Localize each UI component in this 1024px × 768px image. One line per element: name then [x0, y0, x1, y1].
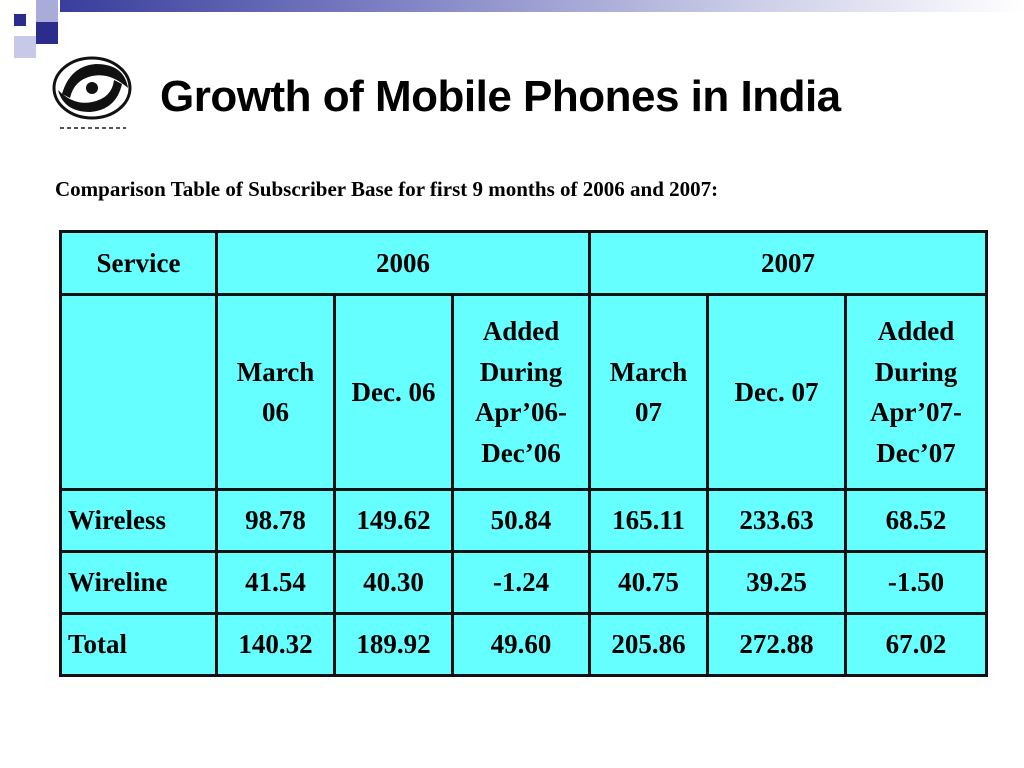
table-cell: 68.52 — [844, 488, 988, 553]
table-row: Wireline 41.54 40.30 -1.24 40.75 39.25 -… — [59, 550, 988, 615]
table-cell: 67.02 — [844, 612, 988, 677]
slide-title: Growth of Mobile Phones in India — [160, 72, 841, 121]
table-cell: 49.60 — [451, 612, 591, 677]
table-cell: 149.62 — [333, 488, 454, 553]
table-cell: 50.84 — [451, 488, 591, 553]
doordarshan-logo-icon — [40, 50, 150, 140]
table-row: Wireless 98.78 149.62 50.84 165.11 233.6… — [59, 488, 988, 553]
table-row: Total 140.32 189.92 49.60 205.86 272.88 … — [59, 612, 988, 677]
decor-square-3 — [14, 36, 36, 58]
subheader-cell: Dec. 07 — [706, 293, 847, 491]
table-cell: 165.11 — [588, 488, 709, 553]
subscriber-comparison-table: Service 2006 2007 March 06 Dec. 06 Added… — [59, 230, 988, 677]
table-cell: 39.25 — [706, 550, 847, 615]
row-label: Wireline — [59, 550, 218, 615]
header-service: Service — [59, 230, 218, 296]
slide-subtitle: Comparison Table of Subscriber Base for … — [55, 177, 719, 201]
table-cell: 189.92 — [333, 612, 454, 677]
table-header-row: Service 2006 2007 — [59, 230, 988, 296]
table-cell: 205.86 — [588, 612, 709, 677]
table-cell: 98.78 — [215, 488, 336, 553]
header-year-2007: 2007 — [588, 230, 988, 296]
table-subheader-row: March 06 Dec. 06 Added During Apr’06-Dec… — [59, 293, 988, 491]
table-cell: -1.24 — [451, 550, 591, 615]
row-label: Total — [59, 612, 218, 677]
table-cell: 40.30 — [333, 550, 454, 615]
subheader-cell: Added During Apr’06-Dec’06 — [451, 293, 591, 491]
table-cell: 40.75 — [588, 550, 709, 615]
subheader-cell: March 07 — [588, 293, 709, 491]
table-cell: 272.88 — [706, 612, 847, 677]
decor-square-4 — [36, 22, 58, 44]
table-cell: 233.63 — [706, 488, 847, 553]
row-label: Wireless — [59, 488, 218, 553]
subheader-cell: Dec. 06 — [333, 293, 454, 491]
decor-square-2 — [36, 0, 58, 22]
subheader-blank — [59, 293, 218, 491]
decor-square-1 — [14, 14, 26, 26]
top-accent-bar — [60, 0, 1024, 12]
table-cell: 41.54 — [215, 550, 336, 615]
subheader-cell: March 06 — [215, 293, 336, 491]
subheader-cell: Added During Apr’07-Dec’07 — [844, 293, 988, 491]
table-cell: 140.32 — [215, 612, 336, 677]
table-cell: -1.50 — [844, 550, 988, 615]
header-year-2006: 2006 — [215, 230, 591, 296]
